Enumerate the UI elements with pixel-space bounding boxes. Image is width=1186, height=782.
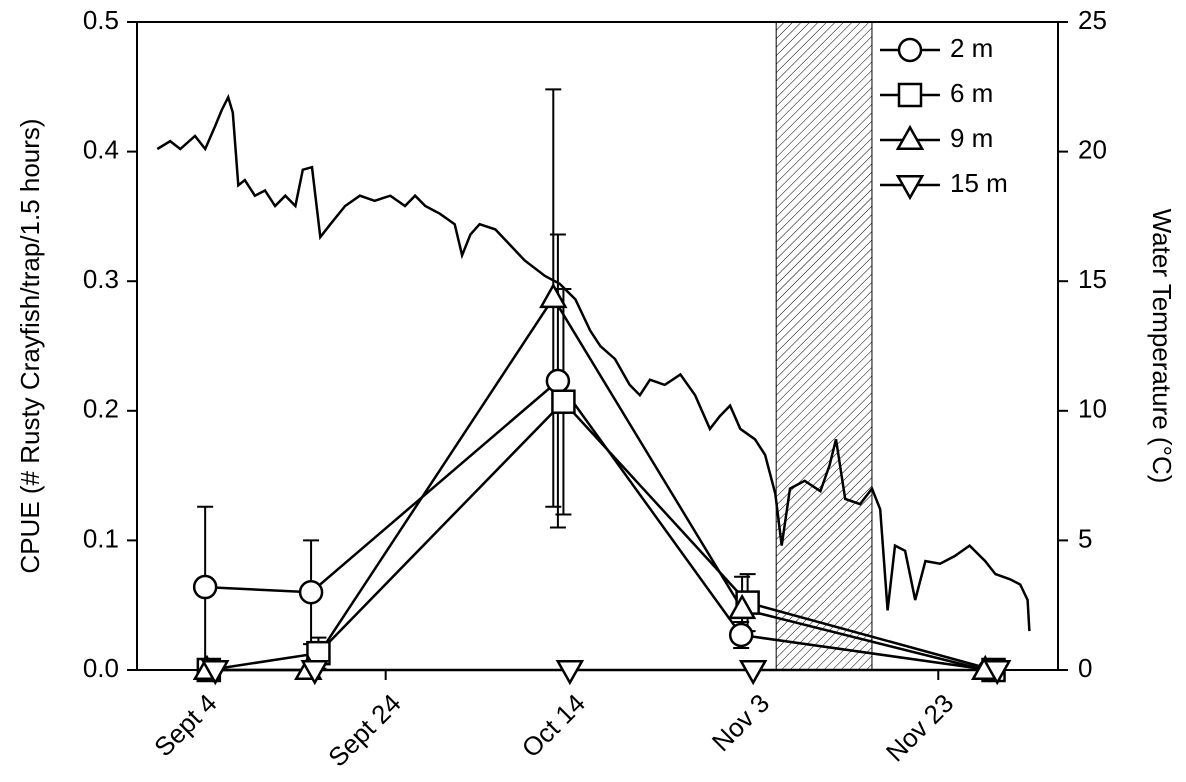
marker <box>545 368 571 394</box>
marker <box>727 593 757 620</box>
y2-tick-label: 0 <box>1078 653 1092 683</box>
y-axis-label: CPUE (# Rusty Crayfish/trap/1.5 hours) <box>15 118 45 573</box>
plot-frame <box>136 21 1059 671</box>
y-tick-label: 0.3 <box>83 264 119 294</box>
legend-marker <box>895 174 925 201</box>
y-tick-label: 0.5 <box>83 5 119 35</box>
marker <box>982 659 1012 686</box>
x-tick-label: Oct 14 <box>516 688 591 763</box>
temperature-line <box>156 93 1031 632</box>
y-tick-label: 0.1 <box>83 523 119 553</box>
marker <box>551 389 576 414</box>
x-tick-label: Sept 4 <box>148 688 222 762</box>
y-tick-label: 0.2 <box>83 394 119 424</box>
x-tick-label: Sept 24 <box>322 688 407 773</box>
y-tick-label: 0.4 <box>83 134 119 164</box>
legend-label: 15 m <box>950 168 1008 198</box>
legend-marker <box>897 37 923 63</box>
marker <box>192 574 218 600</box>
x-tick-label: Nov 3 <box>706 688 775 757</box>
legend-label: 6 m <box>950 78 993 108</box>
y2-tick-label: 25 <box>1078 5 1107 35</box>
y2-tick-label: 5 <box>1078 523 1092 553</box>
y2-tick-label: 15 <box>1078 264 1107 294</box>
marker <box>738 659 768 686</box>
marker <box>539 282 568 309</box>
x-tick-label: Nov 23 <box>880 688 959 767</box>
marker <box>300 659 329 686</box>
y2-axis-label: Water Temperature (°C) <box>1147 209 1177 484</box>
marker <box>728 622 754 648</box>
legend-marker <box>895 124 925 151</box>
legend-label: 2 m <box>950 33 993 63</box>
y2-tick-label: 10 <box>1078 394 1107 424</box>
legend-marker <box>897 82 923 108</box>
y2-tick-label: 20 <box>1078 134 1107 164</box>
marker <box>298 579 324 605</box>
y-tick-label: 0.0 <box>83 653 119 683</box>
series-line <box>208 399 994 672</box>
legend-label: 9 m <box>950 123 993 153</box>
shaded-period <box>775 21 873 671</box>
marker <box>555 659 585 686</box>
marker <box>201 659 230 686</box>
